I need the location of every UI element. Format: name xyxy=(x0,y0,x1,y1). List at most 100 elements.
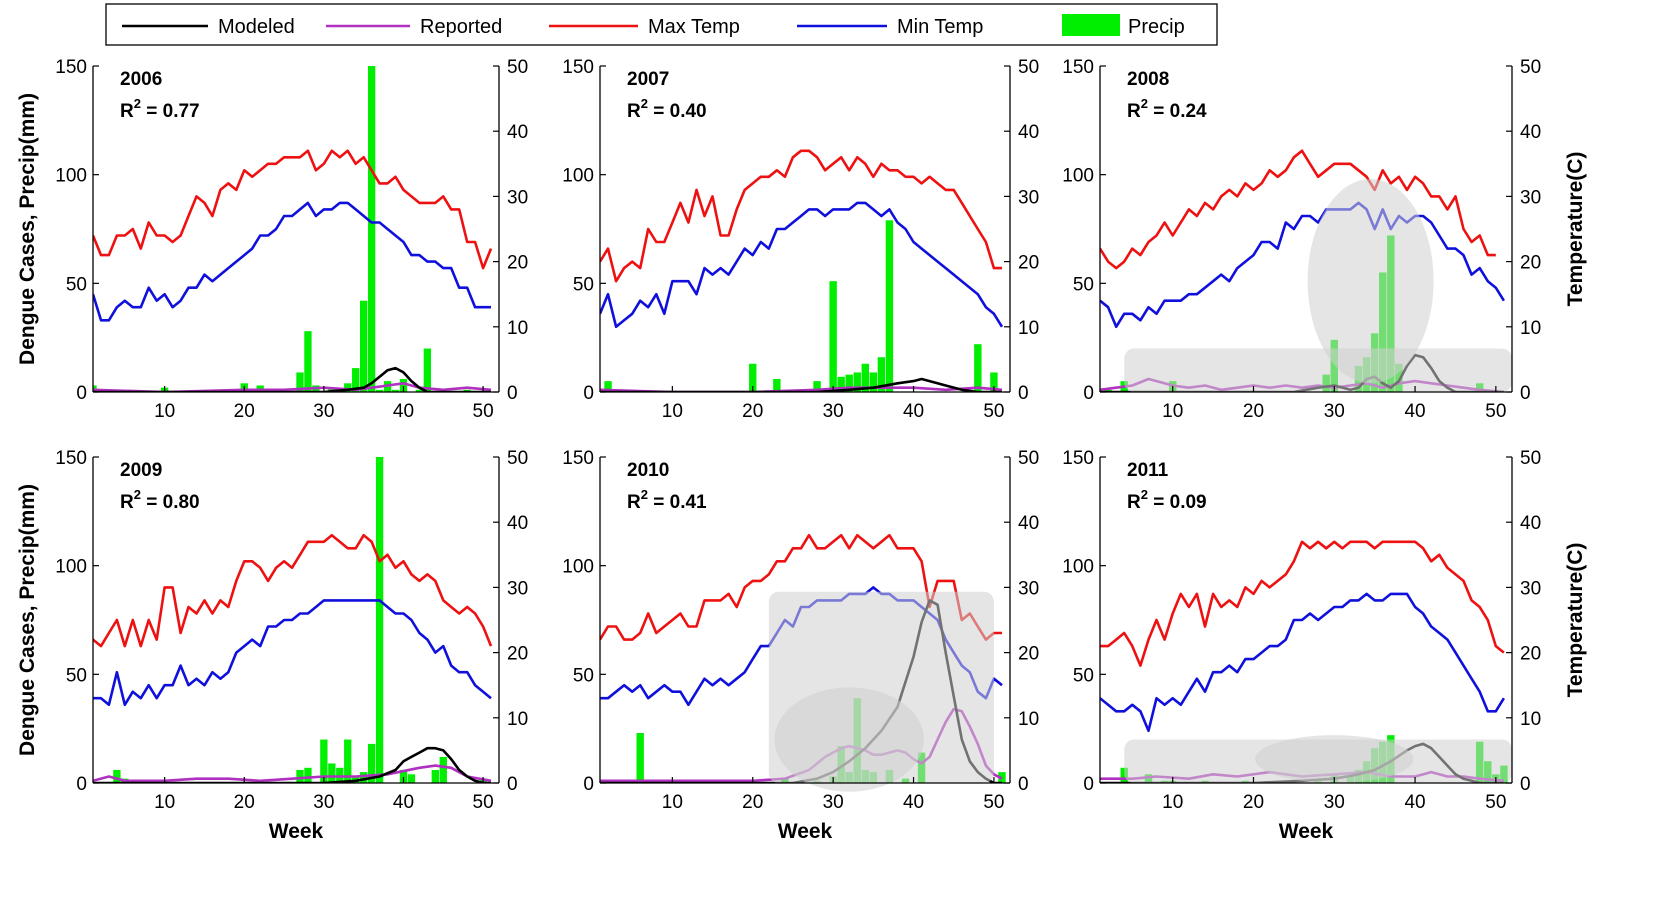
x-tick-label: 50 xyxy=(983,792,1004,813)
r-squared-value: = 0.41 xyxy=(648,492,707,513)
precip-bar xyxy=(431,769,439,783)
x-tick-label: 10 xyxy=(1162,401,1183,422)
precip-bar xyxy=(813,381,821,392)
left-tick-label: 150 xyxy=(55,448,87,469)
left-tick-label: 100 xyxy=(55,557,87,578)
axes-frame: 0 50 100 150 0 10 20 30 40 50 10 20 30 40 50 xyxy=(55,57,528,422)
max-temp-line xyxy=(93,149,493,270)
left-tick-label: 50 xyxy=(573,665,594,686)
right-tick-label: 30 xyxy=(507,578,528,599)
min-temp-line xyxy=(600,201,1004,329)
right-tick-label: 20 xyxy=(1520,644,1541,665)
precip-bar xyxy=(304,767,312,783)
highlight-ellipse xyxy=(1307,179,1434,384)
right-axis-titles: Temperature(C) Temperature(C) xyxy=(1564,152,1587,698)
r-squared-value: = 0.40 xyxy=(648,101,707,122)
precip-bar xyxy=(344,383,352,392)
x-tick-label: 10 xyxy=(662,401,683,422)
precip-bar xyxy=(360,300,368,392)
x-tick-label: 50 xyxy=(473,401,494,422)
plot-area xyxy=(93,457,493,783)
highlight-ellipse xyxy=(1255,735,1414,783)
legend-item-max-temp: Max Temp xyxy=(549,16,740,38)
reported-line xyxy=(93,382,492,392)
modeled-line xyxy=(600,377,1002,392)
right-tick-label: 50 xyxy=(1018,448,1039,469)
x-axis-title: Week xyxy=(269,820,324,843)
reported-line xyxy=(93,764,492,783)
left-tick-label: 150 xyxy=(55,57,87,78)
left-tick-label: 50 xyxy=(66,274,87,295)
axes-frame: 0 50 100 150 0 10 20 30 40 50 10 20 30 40 50 xyxy=(55,448,528,813)
precip-bar xyxy=(837,376,845,392)
precip-bar xyxy=(304,331,312,392)
x-tick-label: 30 xyxy=(313,792,334,813)
left-tick-label: 0 xyxy=(1083,774,1094,795)
right-axis-title: Temperature(C) xyxy=(1564,152,1587,307)
precip-bar xyxy=(320,739,328,783)
r-squared-exponent: 2 xyxy=(134,487,141,502)
precip-bar xyxy=(439,756,447,783)
precip-bar xyxy=(344,739,352,783)
axes-frame: 0 50 100 150 0 10 20 30 40 50 10 20 30 40 50 xyxy=(1062,448,1541,813)
max-temp-line xyxy=(93,533,493,648)
panel-2009: 0 50 100 150 0 10 20 30 40 50 10 20 30 40 50 2009 R2 = 0… xyxy=(55,448,528,843)
r-squared-symbol: R xyxy=(120,101,134,122)
precip-bar xyxy=(1120,767,1128,783)
right-tick-label: 10 xyxy=(507,318,528,339)
x-tick-label: 20 xyxy=(1243,401,1264,422)
panel-2011: 0 50 100 150 0 10 20 30 40 50 10 20 30 40 50 2011 R2 = 0… xyxy=(1062,448,1541,843)
plot-area xyxy=(600,149,1004,392)
left-tick-label: 0 xyxy=(1083,383,1094,404)
precip-bar xyxy=(399,769,408,783)
modeled-line xyxy=(93,366,491,392)
x-tick-label: 10 xyxy=(154,401,175,422)
x-tick-label: 30 xyxy=(1324,792,1345,813)
left-tick-label: 50 xyxy=(66,665,87,686)
x-tick-label: 20 xyxy=(234,401,255,422)
r-squared-symbol: R xyxy=(1127,101,1141,122)
precip-bar xyxy=(749,363,757,392)
right-tick-label: 50 xyxy=(1520,57,1541,78)
right-tick-label: 30 xyxy=(507,187,528,208)
right-tick-label: 50 xyxy=(1520,448,1541,469)
precip-bar xyxy=(773,378,781,392)
min-temp-line xyxy=(93,201,491,322)
year-label: 2010 xyxy=(627,460,669,481)
legend-label: Max Temp xyxy=(648,16,740,38)
x-tick-label: 40 xyxy=(393,792,414,813)
r-squared-symbol: R xyxy=(1127,492,1141,513)
r-squared-label: R2 = 0.09 xyxy=(1127,487,1207,513)
precip-bar xyxy=(360,772,368,783)
left-tick-label: 0 xyxy=(76,774,87,795)
r-squared-value: = 0.24 xyxy=(1148,101,1207,122)
max-temp-line xyxy=(600,533,1002,641)
max-temp-line xyxy=(1100,540,1505,667)
r-squared-exponent: 2 xyxy=(641,96,648,111)
max-temp-line xyxy=(600,149,1002,283)
min-temp-line xyxy=(1100,201,1506,329)
left-tick-label: 0 xyxy=(583,774,594,795)
x-axis-title: Week xyxy=(1279,820,1334,843)
r-squared-symbol: R xyxy=(627,101,641,122)
r-squared-label: R2 = 0.40 xyxy=(627,96,707,122)
legend-label: Modeled xyxy=(218,16,295,38)
x-tick-label: 20 xyxy=(742,792,763,813)
right-axis-title: Temperature(C) xyxy=(1564,543,1587,698)
right-tick-label: 40 xyxy=(1520,122,1541,143)
x-tick-label: 20 xyxy=(1243,792,1264,813)
precip-bar xyxy=(328,387,336,392)
year-label: 2006 xyxy=(120,69,162,90)
left-tick-label: 100 xyxy=(562,166,594,187)
r-squared-label: R2 = 0.80 xyxy=(120,487,200,513)
right-tick-label: 30 xyxy=(1018,578,1039,599)
right-tick-label: 10 xyxy=(507,709,528,730)
x-tick-label: 40 xyxy=(903,401,924,422)
left-tick-label: 50 xyxy=(1073,665,1094,686)
left-tick-label: 100 xyxy=(55,166,87,187)
right-tick-label: 0 xyxy=(507,383,518,404)
right-tick-label: 50 xyxy=(507,448,528,469)
right-tick-label: 20 xyxy=(1520,253,1541,274)
